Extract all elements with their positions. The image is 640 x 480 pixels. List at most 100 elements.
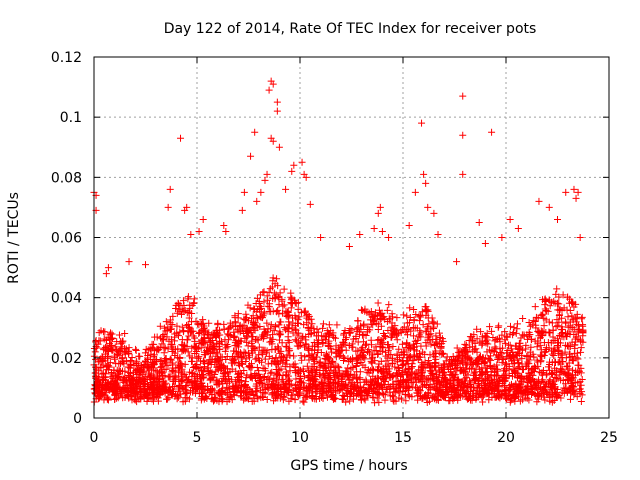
data-point (325, 363, 333, 371)
data-point (284, 375, 292, 383)
data-point (473, 325, 481, 333)
data-point (477, 328, 485, 336)
data-point (255, 351, 263, 359)
data-point (277, 330, 285, 338)
data-point (438, 349, 446, 357)
data-point (356, 230, 364, 238)
data-point (171, 333, 179, 341)
data-point (388, 319, 396, 327)
data-point (519, 346, 527, 354)
data-point (193, 377, 201, 385)
data-point (364, 326, 372, 334)
data-point (222, 365, 230, 373)
data-point (200, 365, 208, 373)
data-point (361, 307, 369, 315)
data-point (249, 333, 257, 341)
data-point (512, 329, 520, 337)
data-point (536, 341, 544, 349)
data-point (111, 355, 119, 363)
data-point (315, 371, 323, 379)
data-point (250, 344, 258, 352)
x-tick-label: 0 (90, 430, 99, 446)
data-point (568, 312, 576, 320)
data-point (198, 321, 206, 329)
data-point (568, 324, 576, 332)
data-point (378, 389, 386, 397)
data-point (461, 389, 469, 397)
data-point (284, 307, 292, 315)
data-point (178, 323, 186, 331)
data-point (505, 362, 513, 370)
data-point (295, 390, 303, 398)
data-point (558, 367, 566, 375)
data-point (479, 398, 487, 406)
data-point (565, 373, 573, 381)
data-point (362, 332, 370, 340)
data-point (104, 394, 112, 402)
data-point (570, 391, 578, 399)
data-point (568, 388, 576, 396)
data-point (178, 365, 186, 373)
data-point (453, 360, 461, 368)
data-point (516, 383, 524, 391)
data-point (280, 285, 288, 293)
data-point (403, 312, 411, 320)
data-point (185, 314, 193, 322)
data-point (537, 358, 545, 366)
data-point (420, 393, 428, 401)
data-point (330, 333, 338, 341)
data-point (533, 378, 541, 386)
data-point (381, 396, 389, 404)
data-point (268, 381, 276, 389)
data-point (427, 330, 435, 338)
data-point (181, 360, 189, 368)
data-point (184, 321, 192, 329)
data-point (103, 354, 111, 362)
data-point (197, 367, 205, 375)
data-point (185, 324, 193, 332)
data-point (214, 357, 222, 365)
data-point (451, 384, 459, 392)
data-point (506, 383, 514, 391)
data-point (519, 396, 527, 404)
data-point (569, 316, 577, 324)
data-point (305, 316, 313, 324)
data-point (220, 221, 228, 229)
data-point (377, 314, 385, 322)
data-point (251, 128, 259, 136)
data-point (205, 329, 213, 337)
data-point (389, 327, 397, 335)
data-point (533, 356, 541, 364)
data-point (220, 320, 228, 328)
data-point (180, 302, 188, 310)
data-point (301, 307, 309, 315)
data-point (466, 377, 474, 385)
data-point (279, 302, 287, 310)
data-point (240, 188, 248, 196)
data-point (219, 374, 227, 382)
data-point (571, 379, 579, 386)
data-point (323, 350, 331, 358)
data-point (450, 393, 458, 401)
data-point (548, 319, 556, 327)
y-tick-label: 0.12 (51, 50, 82, 66)
data-point (443, 353, 451, 361)
data-point (307, 323, 315, 331)
data-point (226, 368, 234, 376)
data-point (95, 367, 103, 375)
data-point (564, 293, 572, 301)
data-point (515, 359, 523, 367)
data-point (417, 311, 425, 319)
data-point (238, 206, 246, 214)
data-point (178, 347, 186, 355)
data-point (250, 397, 258, 405)
data-point (224, 343, 232, 351)
data-point (353, 355, 361, 363)
data-point (156, 322, 164, 330)
data-point (282, 356, 290, 364)
data-point (512, 351, 520, 359)
data-point (374, 336, 382, 344)
data-point (346, 329, 354, 337)
data-point (253, 324, 261, 332)
data-point (432, 332, 440, 340)
